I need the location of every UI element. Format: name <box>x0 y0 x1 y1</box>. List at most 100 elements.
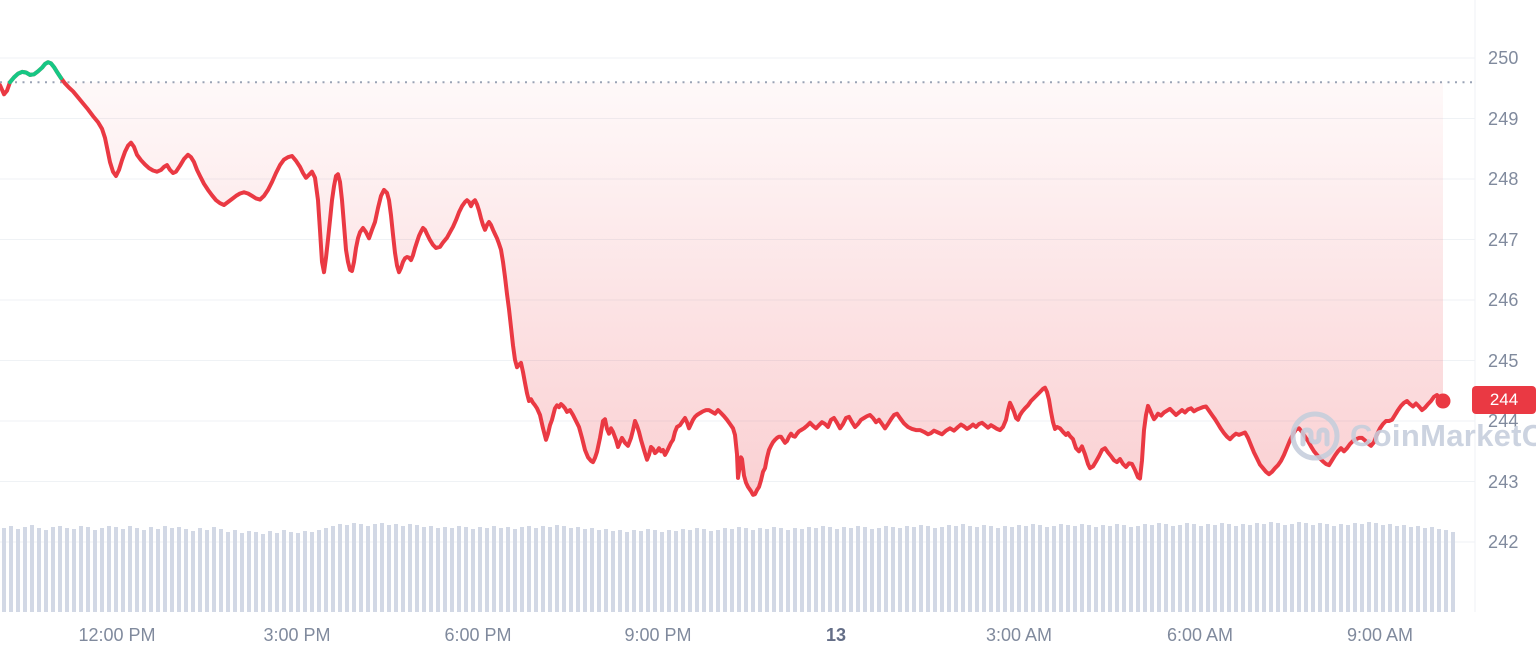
volume-bar <box>1017 525 1021 612</box>
volume-bar <box>1311 525 1315 612</box>
volume-bar <box>905 526 909 612</box>
x-axis-label: 3:00 PM <box>263 625 331 645</box>
volume-bar <box>492 526 496 612</box>
volume-bar <box>891 527 895 612</box>
volume-bar <box>940 527 944 612</box>
volume-bar <box>1185 523 1189 612</box>
volume-bar <box>1157 523 1161 612</box>
volume-bar <box>338 524 342 612</box>
volume-bar <box>590 528 594 612</box>
volume-bar <box>1430 527 1434 612</box>
volume-bar <box>275 533 279 612</box>
x-axis-label: 6:00 AM <box>1166 625 1234 645</box>
volume-bar <box>93 530 97 612</box>
volume-bar <box>37 528 41 612</box>
volume-bar <box>611 531 615 612</box>
volume-bar <box>1276 523 1280 612</box>
volume-bar <box>548 527 552 612</box>
volume-bar <box>828 527 832 612</box>
volume-bar <box>1283 525 1287 612</box>
volume-bar <box>44 530 48 612</box>
volume-bar <box>450 528 454 612</box>
volume-bar <box>1227 524 1231 612</box>
volume-bar <box>212 527 216 612</box>
volume-bar <box>1416 526 1420 612</box>
volume-bar <box>128 526 132 612</box>
volume-bar <box>121 529 125 612</box>
volume-bar <box>2 528 6 612</box>
price-line-down <box>0 60 1445 497</box>
volume-bar <box>1241 524 1245 612</box>
volume-bar <box>877 528 881 612</box>
volume-bar <box>527 526 531 612</box>
volume-bar <box>429 526 433 612</box>
volume-bar <box>919 525 923 612</box>
volume-bar <box>800 529 804 612</box>
volume-bar <box>884 526 888 612</box>
volume-bar <box>1164 524 1168 612</box>
volume-bar <box>1038 525 1042 612</box>
price-line-up <box>8 60 63 85</box>
volume-bar <box>310 532 314 612</box>
volume-bar <box>100 528 104 612</box>
volume-bar <box>534 528 538 612</box>
volume-bar <box>1171 526 1175 612</box>
volume-bar <box>226 532 230 612</box>
volume-bar <box>394 524 398 612</box>
volume-bar <box>1045 527 1049 612</box>
volume-bar <box>688 530 692 612</box>
volume-bar <box>184 529 188 612</box>
volume-bar <box>1052 526 1056 612</box>
volume-bar <box>618 530 622 612</box>
volume-bar <box>1024 526 1028 612</box>
volume-bar <box>1325 524 1329 612</box>
volume-bar <box>968 526 972 612</box>
volume-bar <box>856 526 860 612</box>
y-axis-label: 250 <box>1488 48 1519 68</box>
volume-bar <box>198 528 202 612</box>
volume-bar <box>541 526 545 612</box>
volume-bar <box>261 534 265 612</box>
volume-bar <box>1129 527 1133 612</box>
volume-bar <box>1318 523 1322 612</box>
volume-bar <box>1297 522 1301 612</box>
volume-bar <box>751 530 755 612</box>
volume-bar <box>352 523 356 612</box>
volume-bar <box>1101 525 1105 612</box>
volume-bar <box>107 526 111 612</box>
volume-bar <box>989 526 993 612</box>
volume-bar <box>79 526 83 612</box>
volume-bar <box>667 530 671 612</box>
volume-bar <box>583 529 587 612</box>
volume-bar <box>86 527 90 612</box>
volume-bar <box>359 524 363 612</box>
volume-bar <box>695 528 699 612</box>
volume-bar <box>114 527 118 612</box>
volume-bar <box>821 526 825 612</box>
y-axis-label: 245 <box>1488 350 1519 371</box>
volume-bar <box>1304 523 1308 612</box>
volume-bar <box>177 527 181 612</box>
volume-bar <box>1206 524 1210 612</box>
volume-bar <box>1213 525 1217 612</box>
volume-bar <box>240 533 244 612</box>
volume-bar <box>1031 524 1035 612</box>
volume-bar <box>1444 530 1448 612</box>
x-axis-label: 13 <box>825 625 847 645</box>
volume-bar <box>870 529 874 612</box>
volume-bar <box>758 528 762 612</box>
volume-bar <box>1423 528 1427 612</box>
volume-bar <box>1115 524 1119 612</box>
volume-bar <box>408 524 412 612</box>
price-area-fill <box>0 82 1443 495</box>
volume-bar <box>1332 526 1336 612</box>
x-axis-label: 12:00 PM <box>78 625 156 645</box>
y-axis-label: 249 <box>1488 108 1519 129</box>
volume-bar <box>205 530 209 612</box>
volume-bar <box>604 529 608 612</box>
volume-bar <box>58 526 62 612</box>
volume-bar <box>646 529 650 612</box>
volume-bar <box>1451 532 1455 612</box>
volume-bar <box>744 528 748 612</box>
